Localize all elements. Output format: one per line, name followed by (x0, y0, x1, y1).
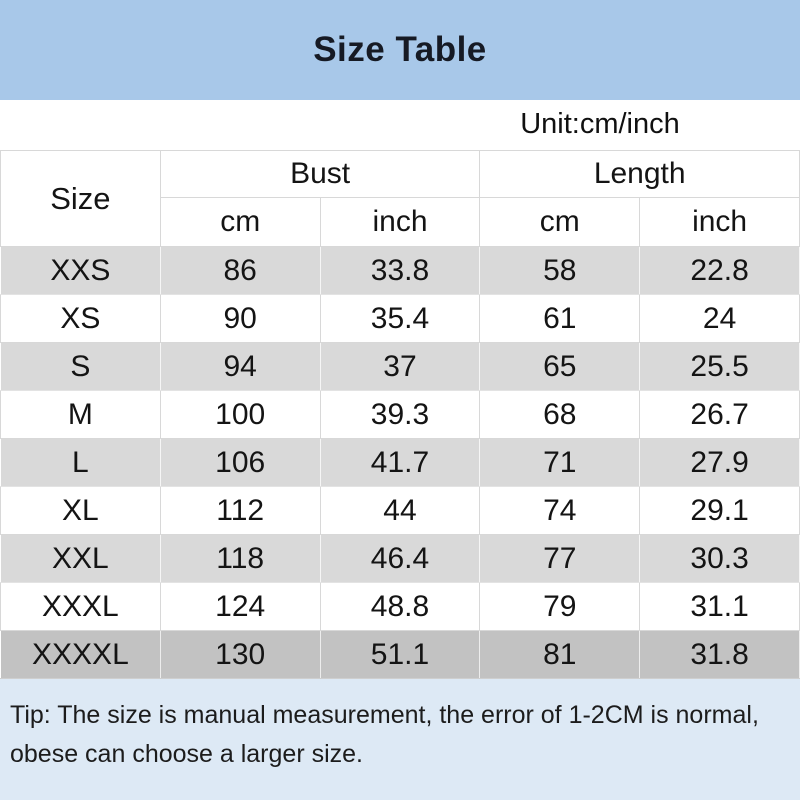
cell-bust-cm: 106 (159, 438, 321, 487)
cell-bust-inch: 33.8 (319, 246, 481, 295)
table-row: S 94 37 65 25.5 (0, 342, 800, 391)
subheader-bust-inch: inch (319, 197, 481, 247)
cell-length-inch: 25.5 (639, 342, 800, 391)
cell-bust-cm: 86 (159, 246, 321, 295)
cell-size: XXS (0, 246, 161, 295)
table-row: XXS 86 33.8 58 22.8 (0, 246, 800, 295)
cell-length-inch: 30.3 (639, 534, 800, 583)
cell-length-cm: 79 (479, 582, 641, 631)
page-title: Size Table (313, 30, 487, 69)
cell-length-cm: 81 (479, 630, 641, 679)
cell-bust-inch: 51.1 (319, 630, 481, 679)
cell-length-cm: 65 (479, 342, 641, 391)
cell-bust-cm: 94 (159, 342, 321, 391)
cell-length-cm: 58 (479, 246, 641, 295)
size-table-body: XXS 86 33.8 58 22.8 XS 90 35.4 61 24 S 94 37 65 25.5 M 1… (0, 246, 800, 679)
unit-row: Unit:cm/inch (0, 100, 800, 150)
size-table: Size Bust Length cm inch cm inch XXS 86 33… (0, 150, 800, 679)
cell-size: L (0, 438, 161, 487)
table-row: XL 112 44 74 29.1 (0, 486, 800, 535)
cell-size: XS (0, 294, 161, 343)
cell-bust-inch: 46.4 (319, 534, 481, 583)
title-banner: Size Table (0, 0, 800, 100)
table-row: XXL 118 46.4 77 30.3 (0, 534, 800, 583)
cell-bust-inch: 35.4 (319, 294, 481, 343)
cell-length-cm: 71 (479, 438, 641, 487)
cell-bust-inch: 37 (319, 342, 481, 391)
cell-bust-inch: 44 (319, 486, 481, 535)
tip-line-1: Tip: The size is manual measurement, the… (10, 701, 759, 729)
cell-length-inch: 24 (639, 294, 800, 343)
cell-bust-cm: 130 (159, 630, 321, 679)
cell-length-inch: 22.8 (639, 246, 800, 295)
column-header-length: Length (479, 150, 800, 198)
tip-footer: Tip: The size is manual measurement, the… (0, 679, 800, 800)
table-row: XXXL 124 48.8 79 31.1 (0, 582, 800, 631)
cell-length-cm: 61 (479, 294, 641, 343)
cell-length-cm: 68 (479, 390, 641, 439)
cell-bust-cm: 112 (159, 486, 321, 535)
unit-label: Unit:cm/inch (520, 108, 680, 140)
cell-bust-cm: 124 (159, 582, 321, 631)
cell-length-inch: 31.1 (639, 582, 800, 631)
cell-size: S (0, 342, 161, 391)
cell-bust-inch: 39.3 (319, 390, 481, 439)
subheader-bust-cm: cm (159, 197, 321, 247)
cell-length-inch: 27.9 (639, 438, 800, 487)
table-row: XS 90 35.4 61 24 (0, 294, 800, 343)
cell-length-cm: 74 (479, 486, 641, 535)
tip-line-2: obese can choose a larger size. (10, 740, 363, 768)
cell-bust-cm: 100 (159, 390, 321, 439)
cell-length-cm: 77 (479, 534, 641, 583)
column-header-bust: Bust (159, 150, 481, 198)
cell-length-inch: 29.1 (639, 486, 800, 535)
header-sub-row: cm inch cm inch (1, 197, 800, 247)
cell-size: XXXL (0, 582, 161, 631)
cell-length-inch: 26.7 (639, 390, 800, 439)
cell-length-inch: 31.8 (639, 630, 800, 679)
unit-row-spacer (0, 100, 400, 150)
subheader-length-cm: cm (479, 197, 641, 247)
cell-size: XXL (0, 534, 161, 583)
cell-bust-cm: 90 (159, 294, 321, 343)
cell-size: M (0, 390, 161, 439)
table-row: XXXXL 130 51.1 81 31.8 (0, 630, 800, 679)
column-header-size: Size (0, 150, 161, 247)
cell-bust-cm: 118 (159, 534, 321, 583)
cell-size: XXXXL (0, 630, 161, 679)
subheader-length-inch: inch (639, 197, 800, 247)
cell-bust-inch: 41.7 (319, 438, 481, 487)
table-row: L 106 41.7 71 27.9 (0, 438, 800, 487)
header-group-row: Size Bust Length (0, 150, 800, 247)
cell-bust-inch: 48.8 (319, 582, 481, 631)
cell-size: XL (0, 486, 161, 535)
table-row: M 100 39.3 68 26.7 (0, 390, 800, 439)
